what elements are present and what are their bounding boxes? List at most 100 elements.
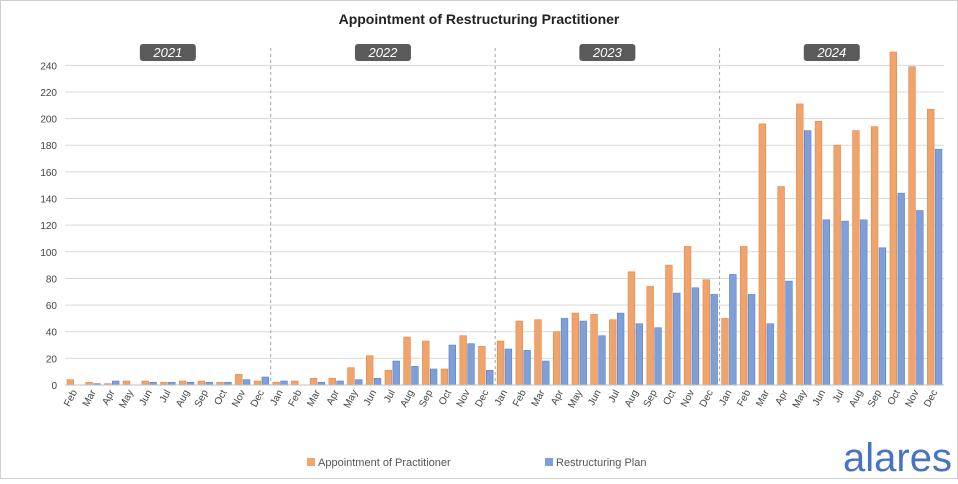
bar-appointment — [178, 380, 187, 386]
bar-appointment — [927, 108, 935, 386]
y-tick-label: 140 — [40, 195, 57, 206]
bar-appointment — [590, 314, 598, 386]
bar-restructuring — [355, 379, 363, 386]
bar-appointment — [571, 312, 580, 386]
chart-title: Appointment of Restructuring Practitione… — [339, 11, 620, 27]
x-axis: Feb Mar Apr May Jun Jul Aug Sep Oct Nov Dec Jan Feb M… — [62, 388, 940, 410]
legend: Appointment of Practitioner Restructurin… — [307, 457, 647, 469]
bar-appointment — [122, 380, 131, 386]
bar-restructuring — [504, 348, 513, 386]
bar-restructuring — [598, 335, 606, 386]
y-tick-label: 20 — [46, 354, 58, 365]
y-tick-label: 240 — [40, 61, 57, 72]
bar-appointment — [609, 319, 617, 386]
alares-logo: alares — [843, 436, 952, 479]
year-badge — [579, 44, 636, 61]
bar-appointment — [422, 340, 430, 386]
bar-restructuring — [392, 360, 400, 386]
bar-appointment — [459, 335, 467, 386]
y-tick-label: 160 — [40, 168, 57, 179]
bar-restructuring — [448, 344, 456, 386]
bar-restructuring — [841, 220, 849, 386]
bar-restructuring — [747, 294, 756, 386]
bar-appointment — [141, 380, 149, 386]
bar-appointment — [553, 331, 561, 386]
bar-restructuring — [673, 292, 681, 386]
bar-appointment — [814, 120, 823, 386]
bar-appointment — [515, 320, 523, 386]
x-tick-label: Jul — [382, 388, 398, 404]
bar-restructuring — [411, 366, 419, 386]
bar-restructuring — [897, 192, 905, 386]
bar-appointment — [721, 318, 729, 386]
bar-appointment — [852, 130, 860, 386]
bar-restructuring — [691, 287, 700, 386]
bar-restructuring — [916, 210, 924, 386]
bar-restructuring — [934, 148, 943, 386]
bar-appointment — [758, 123, 767, 386]
year-label: 2021 — [152, 45, 182, 60]
y-tick-label: 200 — [40, 115, 57, 126]
year-badge — [803, 44, 860, 61]
bar-restructuring — [710, 294, 718, 386]
legend-swatch-appointment — [307, 458, 315, 466]
bar-restructuring — [729, 274, 737, 386]
y-tick-label: 180 — [40, 141, 57, 152]
bar-appointment — [833, 144, 841, 386]
bar-restructuring — [542, 360, 550, 386]
bar-appointment — [365, 355, 374, 386]
bars — [66, 51, 943, 386]
bar-appointment — [384, 370, 393, 386]
bar-appointment — [534, 319, 542, 386]
year-badges: 2021 2022 2023 2024 — [139, 44, 860, 61]
bar-appointment — [253, 380, 262, 386]
bar-restructuring — [860, 219, 868, 386]
y-tick-label: 80 — [46, 274, 58, 285]
x-tick-label: Jul — [831, 388, 847, 404]
year-label: 2024 — [816, 45, 846, 60]
year-badge — [139, 44, 196, 61]
bar-restructuring — [822, 219, 831, 386]
bar-appointment — [440, 368, 449, 386]
bar-appointment — [66, 379, 75, 386]
bar-appointment — [870, 126, 879, 386]
bar-appointment — [908, 66, 916, 386]
x-tick-label: Jul — [607, 388, 623, 404]
y-axis: 0 20 40 60 80 100 120 140 160 180 200 220 240 — [40, 61, 57, 392]
bar-appointment — [646, 286, 654, 386]
bar-appointment — [702, 279, 710, 386]
bar-restructuring — [766, 323, 774, 386]
bar-restructuring — [429, 368, 438, 386]
bar-appointment — [627, 271, 636, 386]
bar-restructuring — [616, 312, 625, 386]
bar-restructuring — [280, 380, 288, 386]
bar-appointment — [889, 51, 897, 386]
bar-restructuring — [785, 280, 793, 386]
bar-restructuring — [486, 370, 494, 386]
year-badge — [354, 44, 411, 61]
bar-restructuring — [336, 380, 344, 386]
bar-restructuring — [579, 320, 587, 386]
legend-label-restructuring: Restructuring Plan — [556, 457, 647, 469]
bar-appointment — [683, 246, 692, 386]
bar-restructuring — [467, 343, 475, 386]
year-dividers — [270, 48, 721, 385]
year-label: 2022 — [367, 45, 398, 60]
bar-restructuring — [878, 247, 887, 386]
y-tick-label: 0 — [51, 381, 57, 392]
bar-restructuring — [242, 379, 251, 386]
bar-appointment — [309, 378, 318, 386]
bar-appointment — [777, 186, 785, 386]
y-tick-label: 120 — [40, 221, 57, 232]
bar-appointment — [403, 336, 411, 386]
bar-appointment — [496, 340, 505, 386]
bar-appointment — [478, 346, 486, 386]
bar-appointment — [796, 103, 804, 386]
bar-appointment — [235, 374, 243, 386]
bar-appointment — [197, 380, 206, 386]
bar-appointment — [665, 264, 673, 386]
bar-restructuring — [373, 378, 382, 386]
y-tick-label: 220 — [40, 88, 57, 99]
